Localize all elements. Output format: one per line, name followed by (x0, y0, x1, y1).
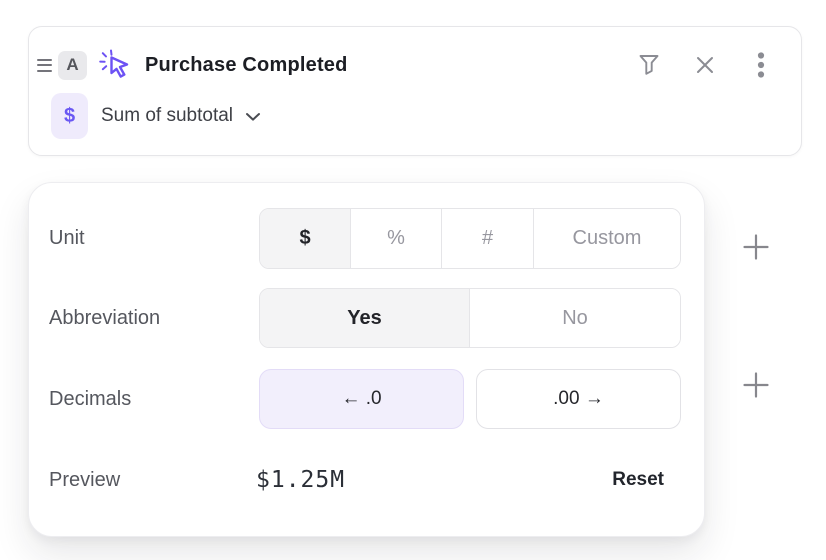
unit-option-custom[interactable]: Custom (534, 209, 680, 268)
decimals-label: Decimals (49, 387, 132, 410)
close-icon[interactable] (693, 51, 717, 79)
abbreviation-label: Abbreviation (49, 306, 161, 329)
add-icon[interactable] (740, 231, 772, 263)
filter-icon[interactable] (637, 51, 661, 79)
decimals-decrease-button[interactable]: ← .0 (259, 369, 464, 429)
dollar-icon: $ (51, 93, 88, 139)
preview-value: $1.25M (256, 467, 346, 493)
event-card: A Purchase Completed (28, 26, 802, 156)
cursor-click-icon (99, 49, 133, 81)
abbreviation-option-no[interactable]: No (470, 289, 680, 347)
add-icon[interactable] (740, 369, 772, 401)
unit-option-number[interactable]: # (442, 209, 534, 268)
reset-button[interactable]: Reset (612, 469, 664, 490)
preview-label: Preview (49, 468, 121, 491)
abbreviation-option-yes[interactable]: Yes (260, 289, 470, 347)
event-header-row: A Purchase Completed (37, 47, 773, 83)
format-panel: Unit $ % # Custom Abbreviation Yes No De… (28, 182, 705, 537)
decimals-increase-button[interactable]: .00 → (476, 369, 681, 429)
unit-option-percent[interactable]: % (351, 209, 442, 268)
metric-label: Sum of subtotal (101, 105, 234, 126)
chevron-down-icon (245, 109, 261, 127)
kebab-menu-icon[interactable] (749, 51, 773, 79)
event-title[interactable]: Purchase Completed (145, 53, 348, 76)
unit-option-dollar[interactable]: $ (260, 209, 351, 268)
event-letter-badge: A (58, 50, 87, 80)
unit-segmented-control: $ % # Custom (259, 208, 681, 269)
abbreviation-segmented-control: Yes No (259, 288, 681, 348)
metric-selector[interactable]: $ Sum of subtotal (51, 93, 261, 139)
unit-label: Unit (49, 227, 85, 249)
drag-handle-icon[interactable] (37, 58, 52, 72)
